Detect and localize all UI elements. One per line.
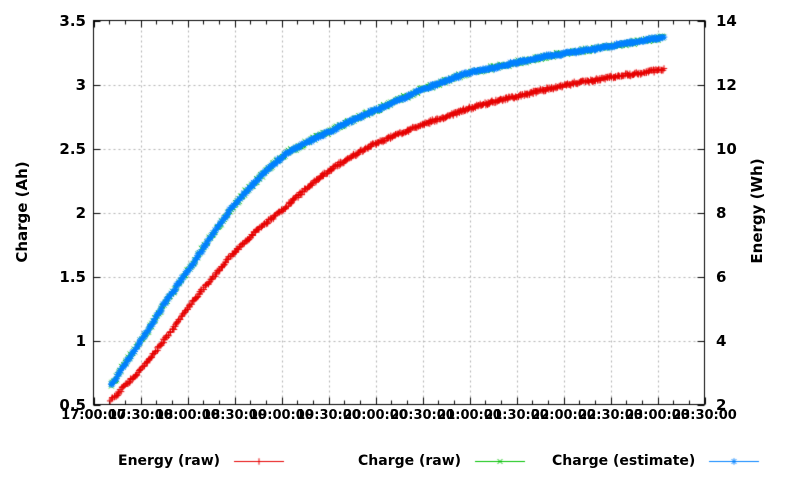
x-tick-label: 19:00:00 <box>249 408 314 423</box>
legend-item-energy-raw: Energy (raw) <box>118 452 286 470</box>
x-tick-label: 23:30:00 <box>672 408 737 423</box>
legend-sample-charge-estimate-icon <box>708 454 761 468</box>
y-right-tick-label: 4 <box>716 331 727 350</box>
x-tick-label: 20:30:00 <box>390 408 455 423</box>
y-left-tick-label: 1.5 <box>59 267 86 286</box>
x-tick-label: 21:00:00 <box>437 408 502 423</box>
y-left-tick-label: 3.5 <box>59 11 86 30</box>
legend-sample-charge-raw-icon <box>474 454 527 468</box>
legend-label-charge-raw: Charge (raw) <box>358 453 462 469</box>
y-right-axis-label: Energy (Wh) <box>748 158 766 264</box>
y-right-tick-label: 8 <box>716 203 727 222</box>
y-left-tick-label: 3 <box>75 75 86 94</box>
x-tick-label: 23:00:00 <box>625 408 690 423</box>
y-left-tick-label: 0.5 <box>59 395 86 414</box>
legend-item-charge-estimate: Charge (estimate) <box>552 452 761 470</box>
x-tick-label: 17:30:00 <box>108 408 173 423</box>
y-right-tick-label: 2 <box>716 395 727 414</box>
legend-label-charge-estimate: Charge (estimate) <box>552 453 696 469</box>
x-tick-label: 18:30:00 <box>202 408 267 423</box>
x-tick-label: 22:30:00 <box>578 408 643 423</box>
y-left-tick-label: 2.5 <box>59 139 86 158</box>
x-tick-label: 18:00:00 <box>155 408 220 423</box>
legend-item-charge-raw: Charge (raw) <box>358 452 527 470</box>
y-left-tick-label: 2 <box>75 203 86 222</box>
y-right-tick-label: 10 <box>716 139 737 158</box>
x-tick-label: 17:00:00 <box>61 408 126 423</box>
y-right-tick-label: 12 <box>716 75 737 94</box>
legend-sample-energy-raw-icon <box>233 454 286 468</box>
x-tick-label: 21:30:00 <box>484 408 549 423</box>
y-right-tick-label: 14 <box>716 11 737 30</box>
y-right-tick-label: 6 <box>716 267 727 286</box>
x-tick-label: 22:00:00 <box>531 408 596 423</box>
x-tick-label: 20:00:00 <box>343 408 408 423</box>
x-tick-label: 19:30:00 <box>296 408 361 423</box>
y-left-tick-label: 1 <box>75 331 86 350</box>
legend-label-energy-raw: Energy (raw) <box>118 453 221 469</box>
